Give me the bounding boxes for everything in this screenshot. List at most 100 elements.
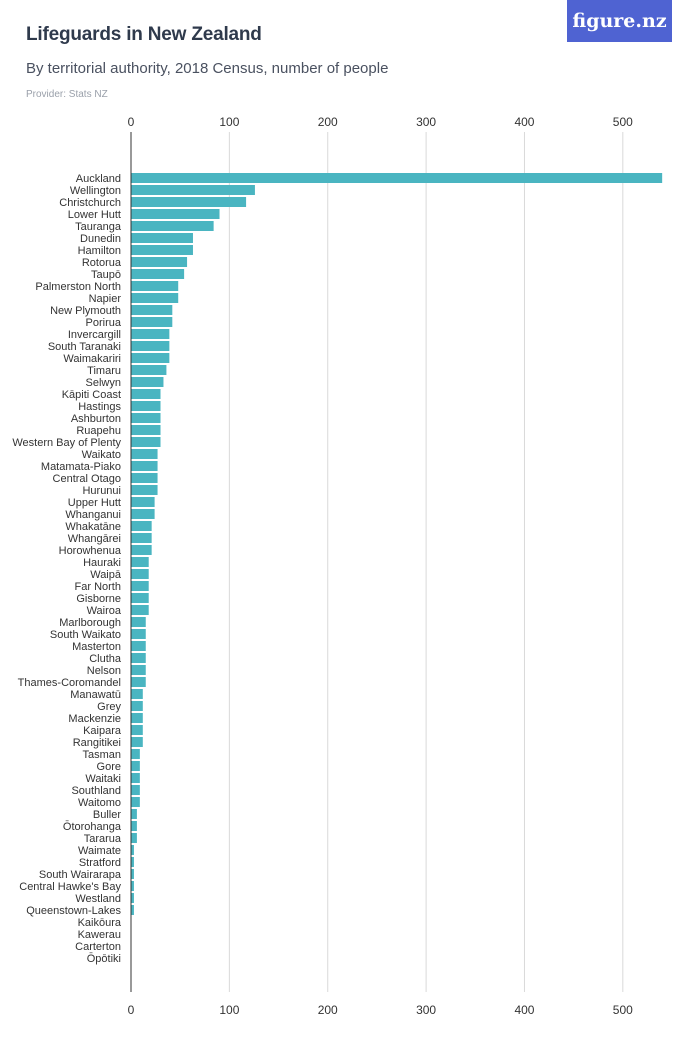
bar-0 [131, 173, 663, 183]
bar-46 [131, 725, 143, 735]
category-label-14: South Taranaki [48, 341, 121, 353]
bar-56 [131, 845, 134, 855]
bar-10 [131, 293, 179, 303]
category-label-5: Dunedin [80, 233, 121, 245]
category-label-36: Wairoa [87, 605, 122, 617]
category-label-32: Hauraki [83, 557, 121, 569]
category-label-47: Rangitikei [73, 737, 121, 749]
bar-38 [131, 629, 146, 639]
category-label-21: Ruapehu [76, 425, 121, 437]
bar-30 [131, 533, 152, 543]
bar-2 [131, 197, 247, 207]
bar-18 [131, 389, 161, 399]
category-label-22: Western Bay of Plenty [12, 437, 121, 449]
category-label-41: Nelson [87, 665, 121, 677]
category-label-23: Waikato [82, 449, 121, 461]
bar-23 [131, 449, 158, 459]
bar-27 [131, 497, 155, 507]
figure-nz-logo[interactable]: figure.nz [567, 0, 672, 42]
axis-ticks: 0 0 100 100 200 200 300 300 400 400 500 500 [128, 115, 633, 1017]
bar-29 [131, 521, 152, 531]
bar-31 [131, 545, 152, 555]
category-label-53: Buller [93, 809, 121, 821]
category-label-31: Horowhenua [59, 545, 122, 557]
bar-35 [131, 593, 149, 603]
bar-41 [131, 665, 146, 675]
category-label-0: Auckland [76, 173, 121, 185]
bar-52 [131, 797, 140, 807]
bar-34 [131, 581, 149, 591]
category-label-2: Christchurch [59, 197, 121, 209]
category-label-43: Manawatū [70, 689, 121, 701]
category-label-49: Gore [97, 761, 121, 773]
category-label-60: Westland [75, 893, 121, 905]
category-label-58: South Wairarapa [39, 869, 122, 881]
category-label-27: Upper Hutt [68, 497, 121, 509]
bar-21 [131, 425, 161, 435]
tick-label-top-300: 300 [416, 115, 436, 129]
bar-13 [131, 329, 170, 339]
category-label-20: Ashburton [71, 413, 121, 425]
data-provider: Provider: Stats NZ [26, 89, 108, 100]
bar-40 [131, 653, 146, 663]
category-label-24: Matamata-Piako [41, 461, 121, 473]
bar-55 [131, 833, 137, 843]
bar-12 [131, 317, 173, 327]
category-label-28: Whanganui [65, 509, 121, 521]
category-label-65: Ōpōtiki [87, 953, 121, 965]
category-label-42: Thames-Coromandel [18, 677, 121, 689]
category-label-16: Timaru [87, 365, 121, 377]
category-label-19: Hastings [78, 401, 121, 413]
category-label-34: Far North [75, 581, 121, 593]
tick-label-top-100: 100 [219, 115, 239, 129]
bar-20 [131, 413, 161, 423]
bar-5 [131, 233, 193, 243]
category-label-56: Waimate [78, 845, 121, 857]
category-label-64: Carterton [75, 941, 121, 953]
chart-title: Lifeguards in New Zealand [26, 24, 262, 45]
category-label-3: Lower Hutt [68, 209, 121, 221]
tick-label-bottom-500: 500 [613, 1003, 633, 1017]
category-label-40: Clutha [89, 653, 122, 665]
category-label-59: Central Hawke's Bay [19, 881, 121, 893]
category-label-6: Hamilton [78, 245, 121, 257]
bar-53 [131, 809, 137, 819]
category-label-62: Kaikōura [78, 917, 122, 929]
chart-subtitle: By territorial authority, 2018 Census, n… [26, 60, 389, 77]
bar-60 [131, 893, 134, 903]
bar-45 [131, 713, 143, 723]
category-label-8: Taupō [91, 269, 121, 281]
bar-48 [131, 749, 140, 759]
category-label-26: Hurunui [82, 485, 121, 497]
category-label-30: Whangārei [68, 533, 121, 545]
category-label-46: Kaipara [83, 725, 122, 737]
bar-14 [131, 341, 170, 351]
category-label-57: Stratford [79, 857, 121, 869]
tick-label-bottom-100: 100 [219, 1003, 239, 1017]
bar-9 [131, 281, 179, 291]
category-label-38: South Waikato [50, 629, 121, 641]
tick-label-bottom-400: 400 [514, 1003, 534, 1017]
category-label-51: Southland [71, 785, 121, 797]
category-label-33: Waipā [90, 569, 122, 581]
bars [131, 173, 663, 915]
bar-59 [131, 881, 134, 891]
category-label-13: Invercargill [68, 329, 121, 341]
category-label-10: Napier [89, 293, 122, 305]
bar-4 [131, 221, 214, 231]
tick-label-top-200: 200 [318, 115, 338, 129]
tick-label-bottom-0: 0 [128, 1003, 135, 1017]
bar-3 [131, 209, 220, 219]
category-label-1: Wellington [70, 185, 121, 197]
tick-label-bottom-200: 200 [318, 1003, 338, 1017]
category-label-25: Central Otago [53, 473, 121, 485]
category-label-52: Waitomo [78, 797, 121, 809]
bar-57 [131, 857, 134, 867]
bar-1 [131, 185, 255, 195]
tick-label-top-0: 0 [128, 115, 135, 129]
category-label-37: Marlborough [59, 617, 121, 629]
bar-42 [131, 677, 146, 687]
bar-28 [131, 509, 155, 519]
category-label-4: Tauranga [75, 221, 122, 233]
